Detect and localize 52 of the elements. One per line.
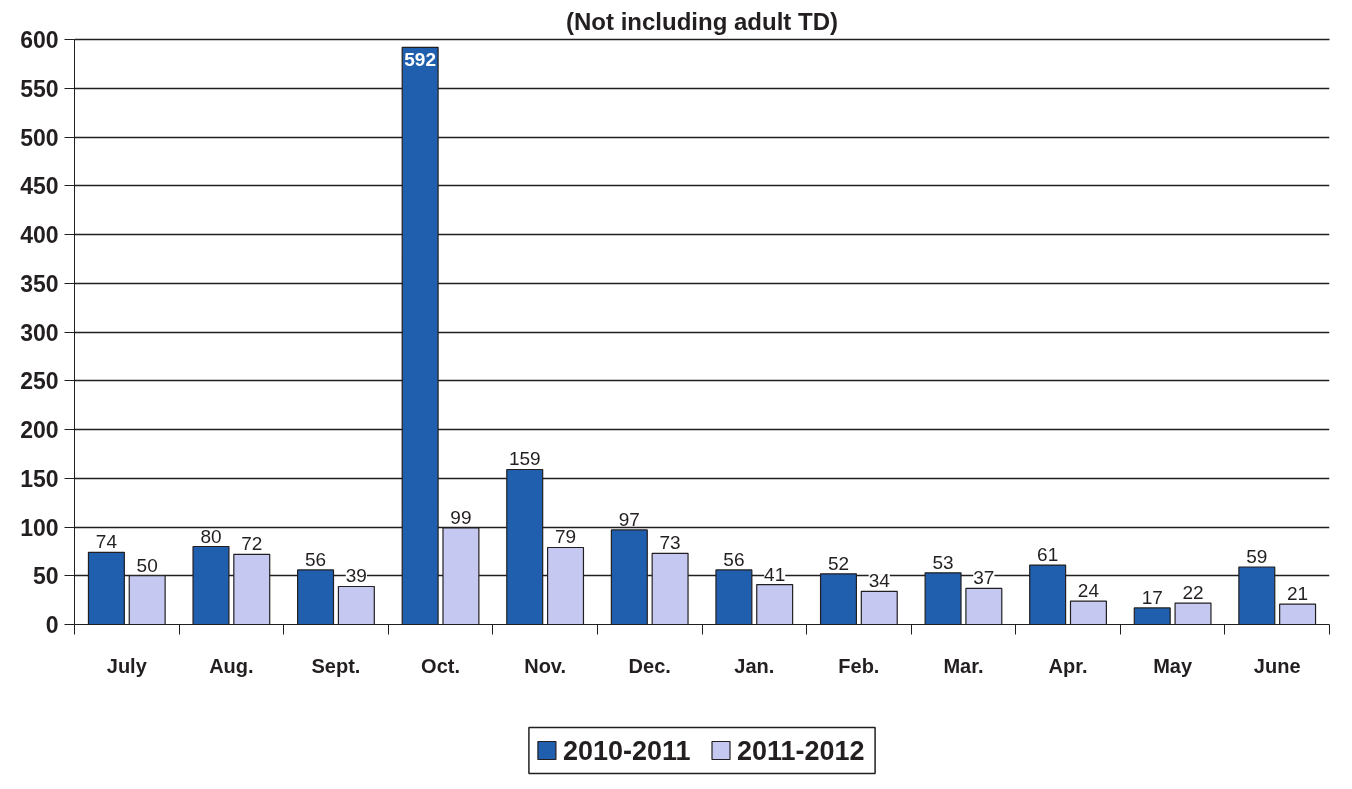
x-tick-label: July xyxy=(106,654,148,677)
data-label: 99 xyxy=(450,506,472,528)
data-label: 61 xyxy=(1037,544,1059,566)
data-label: 59 xyxy=(1246,545,1268,567)
data-label: 50 xyxy=(136,554,158,576)
data-label: 74 xyxy=(95,531,118,553)
data-label: 21 xyxy=(1287,583,1309,605)
y-tick-label: 400 xyxy=(20,222,59,248)
y-tick-label: 350 xyxy=(20,270,59,297)
y-tick-label: 0 xyxy=(45,612,59,638)
data-label: 52 xyxy=(827,552,850,574)
data-label: 34 xyxy=(868,570,891,592)
x-tick-label: Feb. xyxy=(838,654,880,677)
data-label: 17 xyxy=(1141,586,1163,608)
data-label: 39 xyxy=(345,565,367,587)
data-label: 53 xyxy=(932,551,954,573)
y-tick-label: 100 xyxy=(20,514,59,541)
y-tick-label: 500 xyxy=(20,124,59,151)
data-label: 72 xyxy=(241,533,263,555)
data-label: 37 xyxy=(973,567,995,589)
data-label: 97 xyxy=(618,508,640,530)
data-label: 159 xyxy=(508,448,541,470)
y-tick-label: 200 xyxy=(20,417,59,443)
x-tick-label: Jan. xyxy=(734,654,775,677)
y-tick-label: 300 xyxy=(20,319,59,346)
x-tick-label: May xyxy=(1153,654,1193,677)
x-tick-label: Mar. xyxy=(943,654,984,677)
y-tick-label: 250 xyxy=(20,368,59,395)
data-label: 73 xyxy=(659,532,681,554)
data-label: 80 xyxy=(200,525,222,547)
data-label: 24 xyxy=(1077,580,1100,602)
x-tick-label: Apr. xyxy=(1048,654,1088,677)
data-label: 22 xyxy=(1182,582,1204,604)
x-tick-label: June xyxy=(1253,654,1301,677)
chart-subtitle: (Not including adult TD) xyxy=(566,7,838,35)
x-tick-label: Aug. xyxy=(209,654,254,677)
y-tick-label: 150 xyxy=(20,465,59,492)
legend-label: 2011-2012 xyxy=(737,736,865,766)
y-tick-label: 450 xyxy=(20,173,59,200)
data-label: 592 xyxy=(404,49,436,71)
data-label: 56 xyxy=(723,548,745,570)
data-label: 56 xyxy=(305,548,327,570)
x-tick-label: Oct. xyxy=(421,654,460,677)
y-tick-label: 600 xyxy=(20,27,59,53)
data-label: 79 xyxy=(554,526,577,548)
y-tick-label: 550 xyxy=(20,75,59,102)
x-tick-label: Sept. xyxy=(311,654,361,677)
x-tick-label: Dec. xyxy=(628,654,671,677)
data-label: 41 xyxy=(764,563,786,585)
x-tick-label: Nov. xyxy=(524,654,567,677)
legend-label: 2010-2011 xyxy=(562,736,691,766)
y-tick-label: 50 xyxy=(32,563,59,590)
